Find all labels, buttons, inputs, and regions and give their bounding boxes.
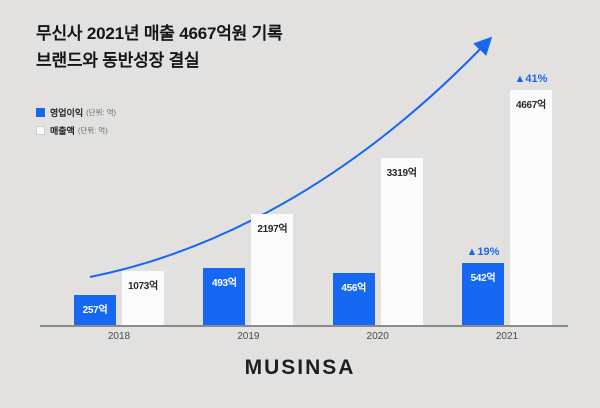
bar-wrapper: 3319억 (380, 158, 423, 325)
bar-value-label: 257억 (82, 305, 108, 316)
bar-매출액-2020: 3319억 (380, 158, 423, 325)
growth-label-2021: ▲19% (466, 246, 500, 258)
bar-wrapper: 257억 (74, 295, 116, 325)
x-axis-label-2019: 2019 (237, 331, 260, 342)
bar-value-label: 3319억 (386, 168, 417, 179)
title-line-1: 무신사 2021년 매출 4667억원 기록 (36, 24, 283, 43)
bar-매출액-2021: 4667억 (509, 90, 552, 325)
legend-label: 매출액 (50, 126, 75, 136)
legend-swatch-white (36, 126, 45, 135)
bar-value-label: 1073억 (128, 281, 158, 292)
x-axis-label-2018: 2018 (107, 331, 131, 342)
growth-label-2021: ▲41% (514, 73, 548, 85)
bar-영업이익-2020: 456억 (332, 273, 375, 325)
bar-wrapper: 456억 (332, 273, 375, 325)
legend-swatch-blue (36, 108, 45, 117)
bar-value-label: 542억 (470, 273, 496, 284)
bar-value-label: 493억 (211, 278, 237, 289)
bar-group-2018: 257억 1073억 (74, 271, 164, 325)
bar-value-label: 4667억 (516, 100, 546, 111)
x-axis-label-2020: 2020 (366, 331, 389, 342)
bar-groups: 257억 1073억 493억 2197억 456억 3319억 ▲19% 542억 ▲41% 4… (40, 60, 568, 325)
legend-label: 영업이익 (50, 108, 84, 118)
bar-영업이익-2021: 542억 (461, 263, 504, 325)
bar-group-2019: 493억 2197억 (203, 214, 294, 325)
bar-wrapper: 1073억 (122, 271, 164, 325)
x-axis-label-2021: 2021 (495, 331, 519, 342)
bar-chart: 257억 1073억 493억 2197억 456억 3319억 ▲19% 542억 ▲41% 4… (40, 36, 568, 342)
bar-value-label: 2197억 (257, 224, 288, 235)
bar-wrapper: ▲41% 4667억 (509, 73, 552, 325)
bar-매출액-2018: 1073억 (122, 271, 164, 325)
bar-영업이익-2019: 493억 (203, 268, 246, 325)
bar-매출액-2019: 2197억 (251, 214, 294, 325)
x-axis-labels: 2018 2019 2020 2021 (40, 331, 568, 342)
bar-value-label: 456억 (341, 283, 366, 294)
brand-logo: MUSINSA (244, 356, 356, 379)
bar-wrapper: 493억 (203, 268, 246, 325)
bar-group-2020: 456억 3319억 (332, 158, 423, 325)
bar-wrapper: 2197억 (251, 214, 294, 325)
bar-wrapper: ▲19% 542억 (461, 246, 504, 325)
bar-group-2021: ▲19% 542억 ▲41% 4667억 (461, 73, 552, 325)
bar-영업이익-2018: 257억 (74, 295, 116, 325)
